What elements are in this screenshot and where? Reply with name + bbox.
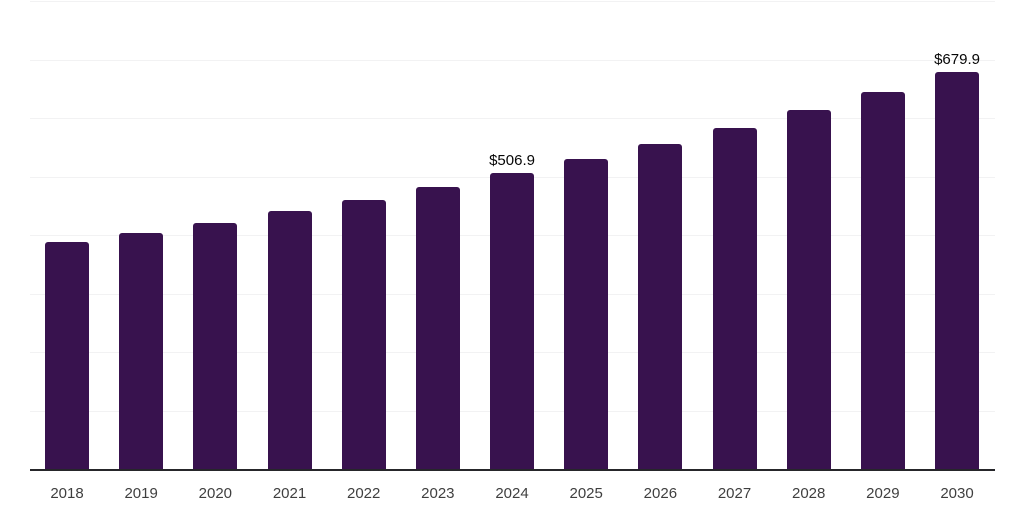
x-axis-label-2019: 2019	[124, 485, 158, 502]
x-axis-label-2026: 2026	[643, 485, 678, 502]
x-axis-label-2022: 2022	[346, 485, 381, 502]
x-axis-label-2023: 2023	[421, 485, 455, 502]
bar-2020	[193, 222, 238, 470]
bar-2027	[712, 128, 757, 470]
data-label-2030: $679.9	[934, 51, 980, 69]
bar-2024	[490, 173, 535, 470]
x-axis-label-2029: 2029	[866, 485, 900, 502]
bar-2030	[935, 72, 980, 470]
bar-2023	[415, 186, 460, 470]
data-label-2024: $506.9	[489, 152, 535, 170]
plot-area: $506.9 $679.9	[30, 1, 995, 470]
bar-2022	[341, 199, 386, 470]
bar-2026	[638, 143, 683, 470]
x-axis-label-2027: 2027	[717, 485, 752, 502]
x-axis-label-2024: 2024	[495, 485, 529, 502]
x-axis-label-2020: 2020	[198, 485, 233, 502]
bar-2025	[564, 159, 609, 470]
x-axis-labels: 2018 2019 2020 2021 2022 2023 2024 2025 2026 2027…	[0, 485, 1024, 505]
x-axis-line	[30, 469, 995, 471]
gridline	[30, 1, 995, 2]
x-axis-label-2025: 2025	[569, 485, 603, 502]
bar-2028	[786, 110, 831, 470]
x-axis-label-2021: 2021	[272, 485, 307, 502]
x-axis-label-2018: 2018	[50, 485, 84, 502]
gridline	[30, 118, 995, 119]
gridline	[30, 59, 995, 61]
bars-layer: $506.9 $679.9	[30, 2, 995, 470]
x-axis-label-2030: 2030	[940, 485, 974, 502]
bar-2018	[45, 242, 89, 470]
bar-2029	[860, 91, 905, 470]
bar-2021	[267, 210, 312, 470]
x-axis-label-2028: 2028	[792, 485, 826, 502]
bar-2019	[119, 233, 164, 470]
